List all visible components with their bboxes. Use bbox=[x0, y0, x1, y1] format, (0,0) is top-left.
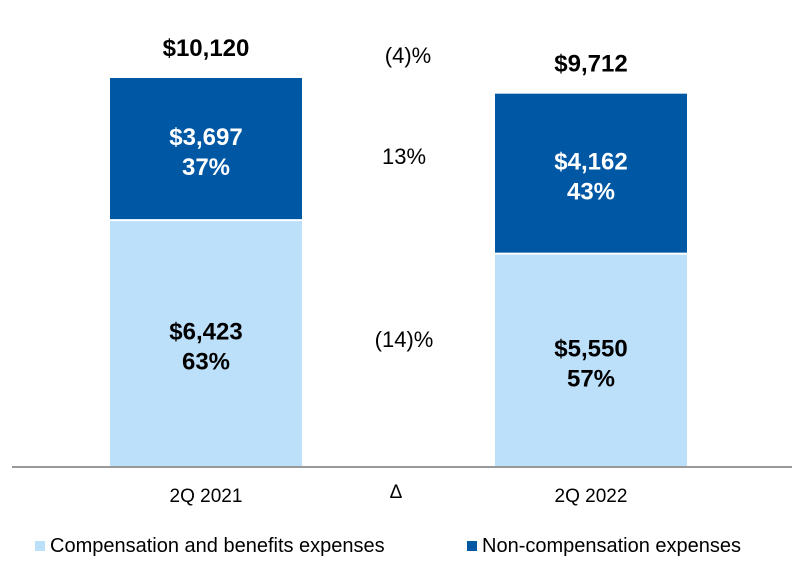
bar-compensation-2q-2022 bbox=[495, 253, 687, 467]
delta-total-label: (4)% bbox=[385, 43, 431, 68]
x-tick-label-2q-2022: 2Q 2022 bbox=[555, 486, 628, 507]
delta-compensation-label: (14)% bbox=[375, 327, 434, 352]
delta-header-label: Δ bbox=[390, 482, 403, 503]
legend-label-non-compensation: Non-compensation expenses bbox=[482, 535, 741, 557]
bar-non-compensation-2q-2021 bbox=[110, 78, 302, 221]
bar-non-compensation-2q-2022 bbox=[495, 93, 687, 254]
legend-label-compensation: Compensation and benefits expenses bbox=[50, 535, 385, 557]
data-label-value-compensation-2q-2021: $6,423 bbox=[169, 319, 242, 346]
total-label-2q-2021: $10,120 bbox=[163, 35, 250, 62]
data-label-value-compensation-2q-2022: $5,550 bbox=[554, 335, 627, 362]
bar-compensation-2q-2021 bbox=[110, 220, 302, 467]
data-label-value-non-compensation-2q-2022: $4,162 bbox=[554, 149, 627, 176]
data-label-value-non-compensation-2q-2021: $3,697 bbox=[169, 124, 242, 151]
data-label-pct-non-compensation-2q-2021: 37% bbox=[182, 154, 230, 181]
data-label-pct-non-compensation-2q-2022: 43% bbox=[567, 179, 615, 206]
legend-swatch-compensation bbox=[35, 541, 45, 551]
legend-swatch-non-compensation bbox=[467, 541, 477, 551]
total-label-2q-2022: $9,712 bbox=[554, 51, 627, 78]
legend: Compensation and benefits expenses Non-c… bbox=[35, 535, 741, 557]
data-label-pct-compensation-2q-2021: 63% bbox=[182, 349, 230, 376]
bars-group: $6,423 63% $3,697 37% $10,120 $5,550 57% $4,162… bbox=[110, 35, 687, 467]
delta-non-compensation-label: 13% bbox=[382, 144, 426, 169]
data-label-pct-compensation-2q-2022: 57% bbox=[567, 365, 615, 392]
x-tick-label-2q-2021: 2Q 2021 bbox=[170, 486, 243, 507]
